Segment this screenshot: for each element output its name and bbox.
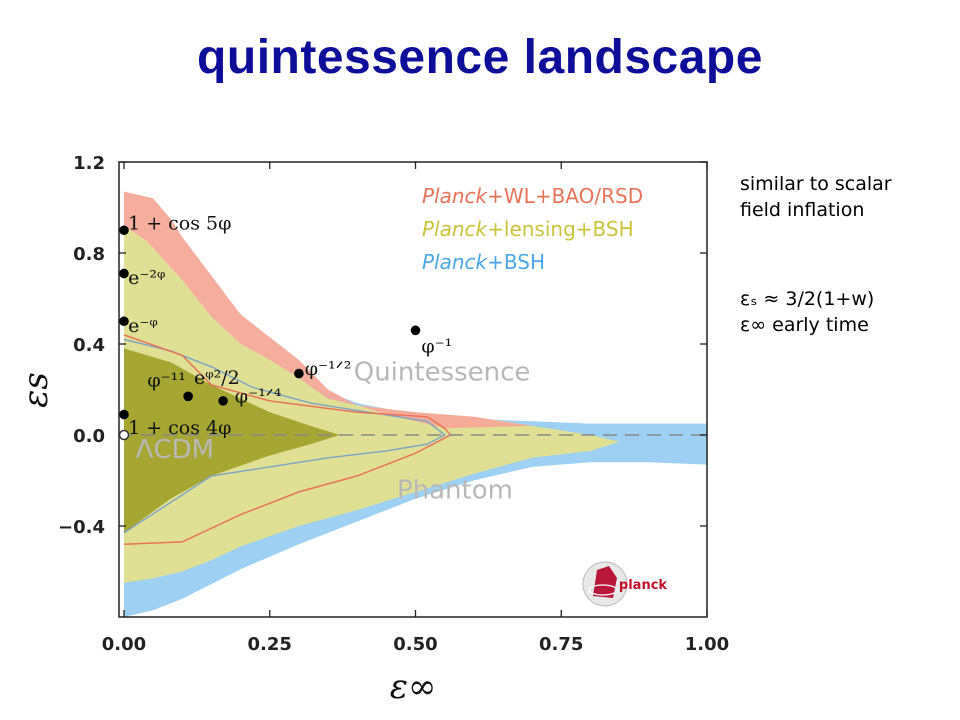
logo-orbit-icon: [588, 584, 618, 596]
notes-epsilon: εₛ ≈ 3/2(1+w) ε∞ early time: [740, 286, 874, 338]
x-tick-label: 0.50: [393, 634, 437, 655]
model-label: φ⁻¹: [421, 335, 452, 357]
y-tick-label: 1.2: [73, 153, 105, 174]
model-label: 1 + cos 4φ: [128, 417, 231, 439]
model-label: e⁻ᵠ: [128, 315, 158, 337]
legend-entry-rest: +WL+BAO/RSD: [487, 184, 643, 208]
model-point: [294, 368, 304, 379]
region-label: ΛCDM: [136, 435, 214, 465]
model-label: φ⁻¹¹: [147, 369, 186, 391]
legend: Planck+WL+BAO/RSDPlanck+lensing+BSHPlanc…: [422, 184, 643, 274]
model-point: [410, 325, 421, 336]
y-axis-label: εs: [16, 372, 56, 408]
model-label: e⁻²ᵠ: [128, 267, 165, 289]
y-tick-label: 0.4: [73, 335, 105, 356]
note-line: εₛ ≈ 3/2(1+w): [740, 288, 875, 310]
note-line: ε∞ early time: [740, 314, 869, 336]
y-tick-label: 0.8: [73, 244, 105, 265]
model-point: [119, 225, 129, 236]
axis-ticks: 0.00 0.25 0.50 0.75 1.00 −0.4 0.0 0.4 0.8 1.2: [58, 153, 729, 655]
model-label: φ⁻¹ᐟ⁴: [235, 385, 282, 407]
legend-entry-italic: Planck: [422, 184, 489, 208]
legend-entry-rest: +lensing+BSH: [487, 217, 634, 241]
model-markers: 1 + cos 5φ e⁻²ᵠ e⁻ᵠ φ⁻¹¹ eᵠ²/2φ⁻¹ᐟ⁴ φ⁻¹ᐟ² φ⁻¹ 1…: [118, 212, 452, 441]
legend-entry: Planck+BSH: [422, 250, 545, 274]
region-inner-core: [124, 348, 340, 533]
x-axis-label: ε∞: [390, 667, 437, 707]
model-label: φ⁻¹ᐟ²: [305, 358, 352, 380]
region-planck-lensing-bsh: [124, 225, 620, 583]
y-tick-label: 0.0: [73, 426, 105, 447]
note-line: similar to scalar: [740, 173, 892, 195]
logo-satellite-icon: [593, 566, 617, 598]
notes-inflation: similar to scalar field inflation: [740, 171, 892, 223]
plot-area: [119, 191, 707, 617]
x-tick-label: 0.75: [539, 634, 583, 655]
legend-entry-rest: +BSH: [487, 250, 545, 274]
model-point: [119, 268, 129, 279]
region-label: Quintessence: [354, 357, 531, 387]
legend-entry-italic: Planck: [422, 217, 489, 241]
region-planck-wl-bao-rsd: [124, 191, 533, 429]
note-line: field inflation: [740, 199, 865, 221]
x-tick-label: 1.00: [685, 634, 729, 655]
model-label: eᵠ²/2: [194, 367, 240, 389]
plot-frame: [118, 161, 708, 618]
logo-text: planck: [619, 578, 667, 593]
slide-title: quintessence landscape: [197, 31, 763, 84]
legend-entry: Planck+WL+BAO/RSD: [422, 184, 643, 208]
model-point: [119, 409, 129, 420]
model-point-open: [118, 429, 130, 441]
legend-entry-italic: Planck: [422, 250, 489, 274]
y-tick-label: −0.4: [58, 517, 105, 538]
planck-logo: planck: [582, 561, 667, 607]
model-point: [183, 391, 193, 402]
model-point: [218, 396, 228, 406]
x-tick-label: 0.25: [248, 634, 292, 655]
region-labels: Quintessence Phantom ΛCDM: [136, 357, 531, 505]
x-tick-label: 0.00: [102, 634, 146, 655]
contour-blue-inner: [123, 338, 446, 534]
region-label: Phantom: [397, 476, 513, 506]
contour-red-line: [123, 334, 452, 545]
model-label: 1 + cos 5φ: [128, 212, 231, 234]
legend-entry: Planck+lensing+BSH: [422, 217, 634, 241]
model-point: [119, 316, 129, 327]
